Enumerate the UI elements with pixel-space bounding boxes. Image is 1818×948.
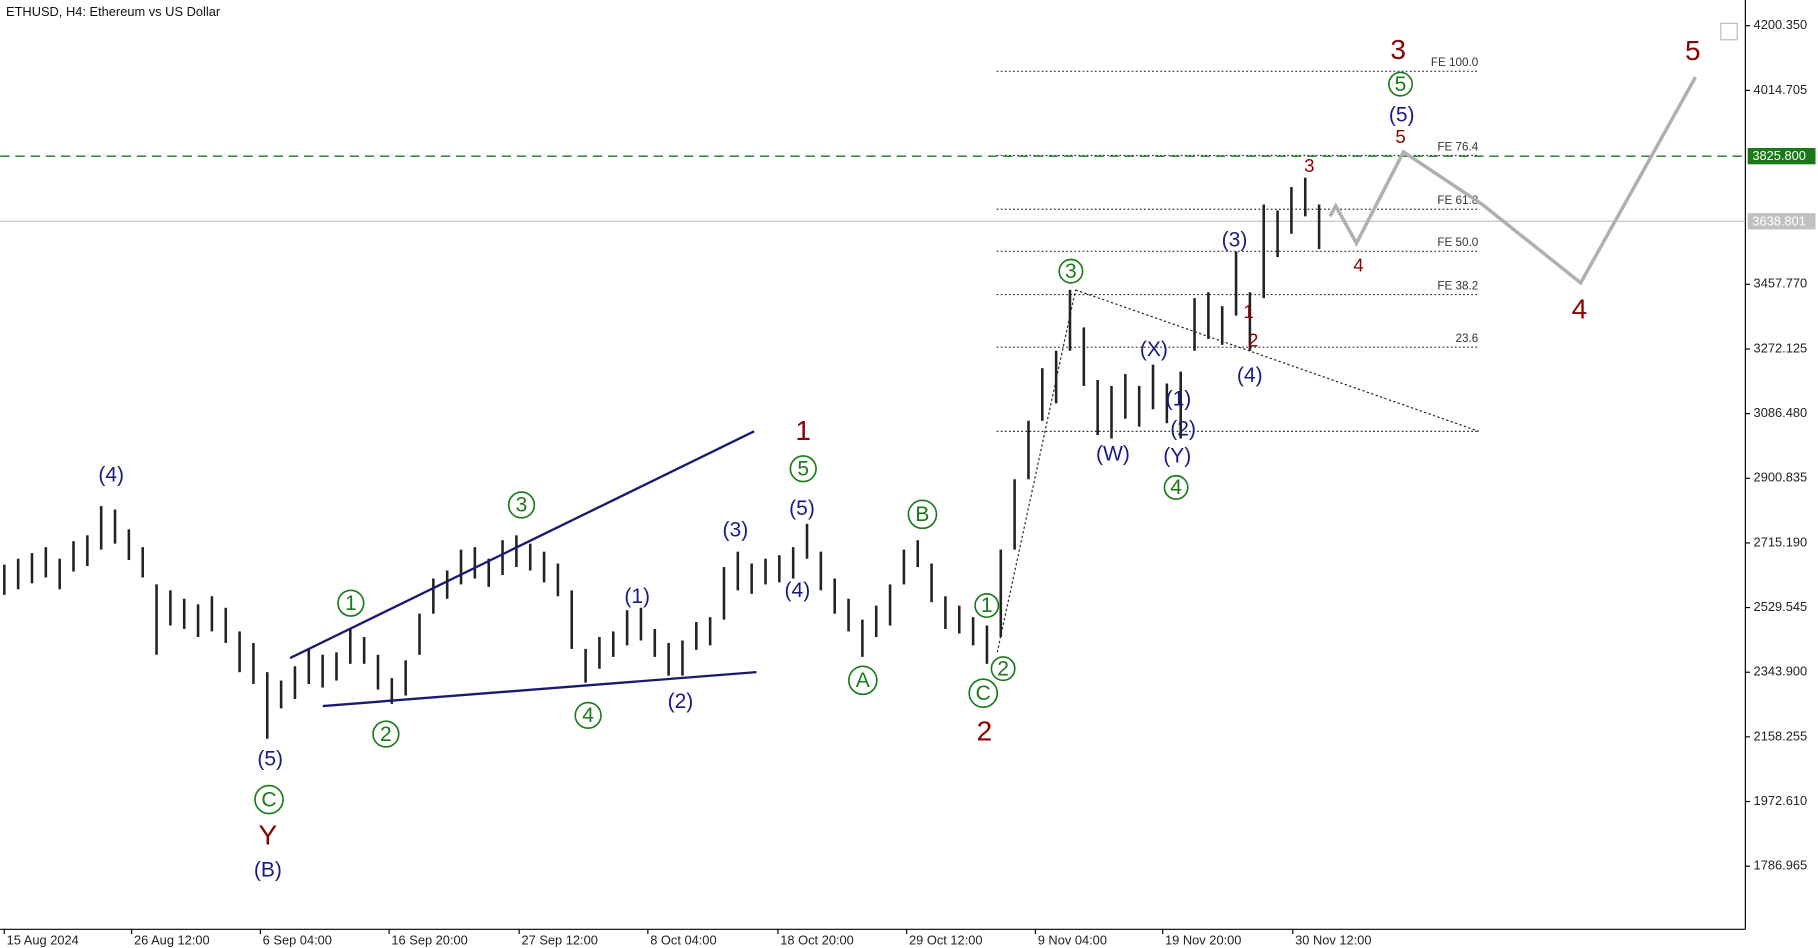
wave-circle bbox=[1388, 71, 1414, 97]
wave-label: (5) bbox=[789, 497, 815, 520]
wave-label: C bbox=[976, 682, 991, 705]
wave-label: (2) bbox=[1170, 418, 1196, 441]
wave-label: (3) bbox=[723, 518, 749, 541]
y-tick-label: 2158.255 bbox=[1754, 728, 1808, 743]
y-tick-label: 4014.705 bbox=[1754, 82, 1808, 97]
wave-label: 1 bbox=[981, 594, 993, 617]
chart-title: ETHUSD, H4: Ethereum vs US Dollar bbox=[6, 4, 221, 19]
wave-label: 4 bbox=[582, 704, 594, 727]
wave-label: 4 bbox=[1170, 476, 1182, 499]
wave-label: 5 bbox=[1685, 35, 1701, 66]
wave-circle bbox=[372, 720, 400, 748]
wave-circle bbox=[789, 455, 817, 483]
wave-label: (Y) bbox=[1163, 445, 1191, 468]
wave-circle bbox=[1058, 258, 1084, 284]
wave-label: 4 bbox=[1353, 254, 1363, 275]
wave-label: (B) bbox=[254, 858, 282, 881]
fib-label: FE 61.8 bbox=[1437, 194, 1478, 207]
y-tick-label: 1786.965 bbox=[1754, 858, 1808, 873]
x-tick-label: 29 Oct 12:00 bbox=[909, 932, 983, 947]
wave-label: 1 bbox=[1243, 301, 1253, 322]
wave-label: 3 bbox=[1304, 155, 1314, 176]
y-tick-label: 1972.610 bbox=[1754, 793, 1808, 808]
x-tick-label: 16 Sep 20:00 bbox=[391, 932, 467, 947]
x-tick-label: 27 Sep 12:00 bbox=[521, 932, 597, 947]
wave-label: 3 bbox=[1390, 34, 1406, 65]
wave-label: (X) bbox=[1140, 338, 1168, 361]
wave-label: B bbox=[915, 503, 929, 526]
y-tick-label: 4200.350 bbox=[1754, 17, 1808, 32]
price-box-label: 3638.801 bbox=[1752, 213, 1806, 228]
y-tick-label: 3457.770 bbox=[1754, 276, 1808, 291]
y-tick-label: 3272.125 bbox=[1754, 340, 1808, 355]
wave-label: 1 bbox=[345, 592, 357, 615]
wave-circle bbox=[968, 678, 999, 709]
trend-line bbox=[322, 670, 757, 708]
wave-circle bbox=[907, 499, 938, 530]
wave-label: 2 bbox=[380, 723, 392, 746]
y-tick-label: 2529.545 bbox=[1754, 599, 1808, 614]
y-tick-label: 2715.190 bbox=[1754, 534, 1808, 549]
wave-label: (4) bbox=[98, 463, 124, 486]
trend-line bbox=[289, 430, 755, 660]
wave-label: (1) bbox=[1166, 387, 1192, 410]
wave-circle bbox=[507, 491, 536, 519]
price-box bbox=[1747, 147, 1816, 165]
wave-label: (4) bbox=[1237, 364, 1263, 387]
wave-circle bbox=[574, 701, 602, 730]
wave-label: (2) bbox=[668, 690, 694, 713]
y-tick-label: 3086.480 bbox=[1754, 405, 1808, 420]
fib-label: FE 100.0 bbox=[1431, 56, 1479, 69]
wave-label: 5 bbox=[797, 457, 809, 480]
wave-label: 5 bbox=[1395, 126, 1405, 147]
wave-label: 1 bbox=[795, 415, 811, 446]
wave-label: A bbox=[856, 669, 870, 692]
x-tick-label: 18 Oct 20:00 bbox=[780, 932, 854, 947]
x-tick-label: 15 Aug 2024 bbox=[7, 932, 79, 947]
x-tick-label: 9 Nov 04:00 bbox=[1038, 932, 1107, 947]
wave-label: 5 bbox=[1395, 73, 1407, 96]
wave-circle bbox=[847, 665, 878, 696]
x-tick-label: 26 Aug 12:00 bbox=[134, 932, 210, 947]
wave-circle bbox=[990, 656, 1016, 682]
x-tick-label: 30 Nov 12:00 bbox=[1295, 932, 1371, 947]
wave-label: (1) bbox=[624, 585, 650, 608]
wave-label: 4 bbox=[1572, 293, 1588, 324]
trend-line bbox=[1075, 289, 1480, 432]
wave-label: 2 bbox=[997, 657, 1009, 680]
wave-circle bbox=[974, 592, 1000, 619]
x-tick-label: 8 Oct 04:00 bbox=[650, 932, 716, 947]
fib-label: FE 38.2 bbox=[1437, 279, 1478, 292]
x-tick-label: 6 Sep 04:00 bbox=[263, 932, 332, 947]
wave-label: Y bbox=[258, 819, 277, 850]
wave-label: 2 bbox=[1248, 329, 1258, 350]
wave-label: 3 bbox=[516, 494, 528, 517]
wave-circle bbox=[1163, 474, 1189, 500]
price-box-label: 3825.800 bbox=[1752, 148, 1806, 163]
fib-label: FE 50.0 bbox=[1437, 236, 1478, 249]
wave-label: (5) bbox=[1389, 103, 1415, 126]
wave-label: (4) bbox=[785, 579, 811, 602]
wave-circle bbox=[254, 784, 284, 815]
wave-label: (W) bbox=[1096, 442, 1130, 465]
fib-label: FE 76.4 bbox=[1437, 140, 1478, 153]
forecast-path bbox=[1328, 76, 1698, 286]
trend-line bbox=[996, 289, 1077, 653]
y-tick-label: 2900.835 bbox=[1754, 470, 1808, 485]
wave-label: (3) bbox=[1222, 228, 1248, 251]
x-tick-label: 19 Nov 20:00 bbox=[1165, 932, 1241, 947]
wave-circle bbox=[337, 589, 365, 617]
y-tick-label: 2343.900 bbox=[1754, 664, 1808, 679]
fib-label: 23.6 bbox=[1456, 332, 1479, 345]
wave-label: (5) bbox=[257, 747, 283, 770]
wave-label: 3 bbox=[1065, 260, 1077, 283]
wave-label: C bbox=[261, 788, 276, 811]
wave-label: 2 bbox=[977, 715, 993, 746]
price-box bbox=[1747, 213, 1816, 230]
toolbar-icon[interactable] bbox=[1720, 22, 1738, 41]
plot: 4200.350 4014.705 3457.770 3272.125 3086.480… bbox=[0, 17, 1816, 947]
wave-labels: 1 2 3 4 5 Y 3 4 5 1 2 1 2 3 4 5 1 2 3 4 … bbox=[98, 34, 1700, 882]
